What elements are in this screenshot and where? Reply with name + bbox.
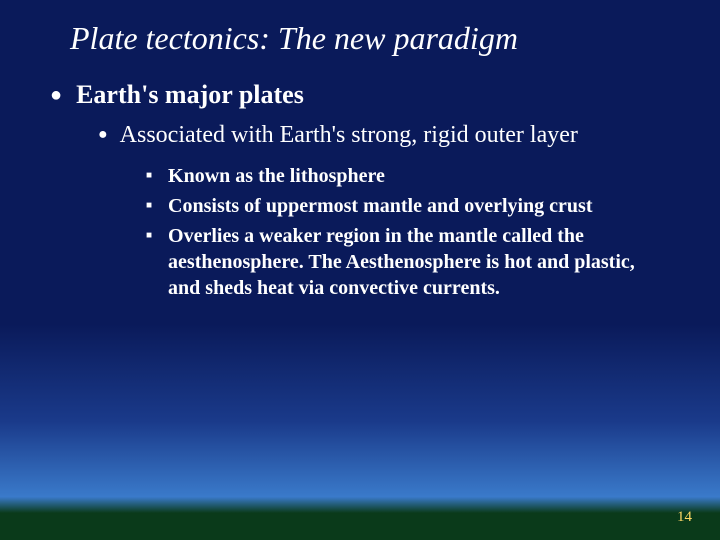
slide-title: Plate tectonics: The new paradigm	[50, 20, 670, 57]
disc-bullet-icon: ●	[98, 127, 108, 143]
slide-container: Plate tectonics: The new paradigm ● Eart…	[0, 0, 720, 540]
bullet-level2: ● Associated with Earth's strong, rigid …	[98, 120, 670, 151]
level1-text: Earth's major plates	[76, 79, 304, 112]
bullet-level1: ● Earth's major plates	[50, 79, 670, 112]
square-bullet-icon: ■	[146, 171, 152, 181]
level3-text: Consists of uppermost mantle and overlyi…	[168, 193, 592, 219]
level2-text: Associated with Earth's strong, rigid ou…	[120, 120, 578, 151]
page-number: 14	[677, 509, 692, 526]
bullet-level3: ■ Overlies a weaker region in the mantle…	[146, 223, 670, 301]
disc-bullet-icon: ●	[50, 85, 62, 105]
bullet-level3: ■ Consists of uppermost mantle and overl…	[146, 193, 670, 219]
level3-text: Overlies a weaker region in the mantle c…	[168, 223, 670, 301]
square-bullet-icon: ■	[146, 231, 152, 241]
level3-text: Known as the lithosphere	[168, 163, 385, 189]
bullet-level3: ■ Known as the lithosphere	[146, 163, 670, 189]
square-bullet-icon: ■	[146, 201, 152, 211]
